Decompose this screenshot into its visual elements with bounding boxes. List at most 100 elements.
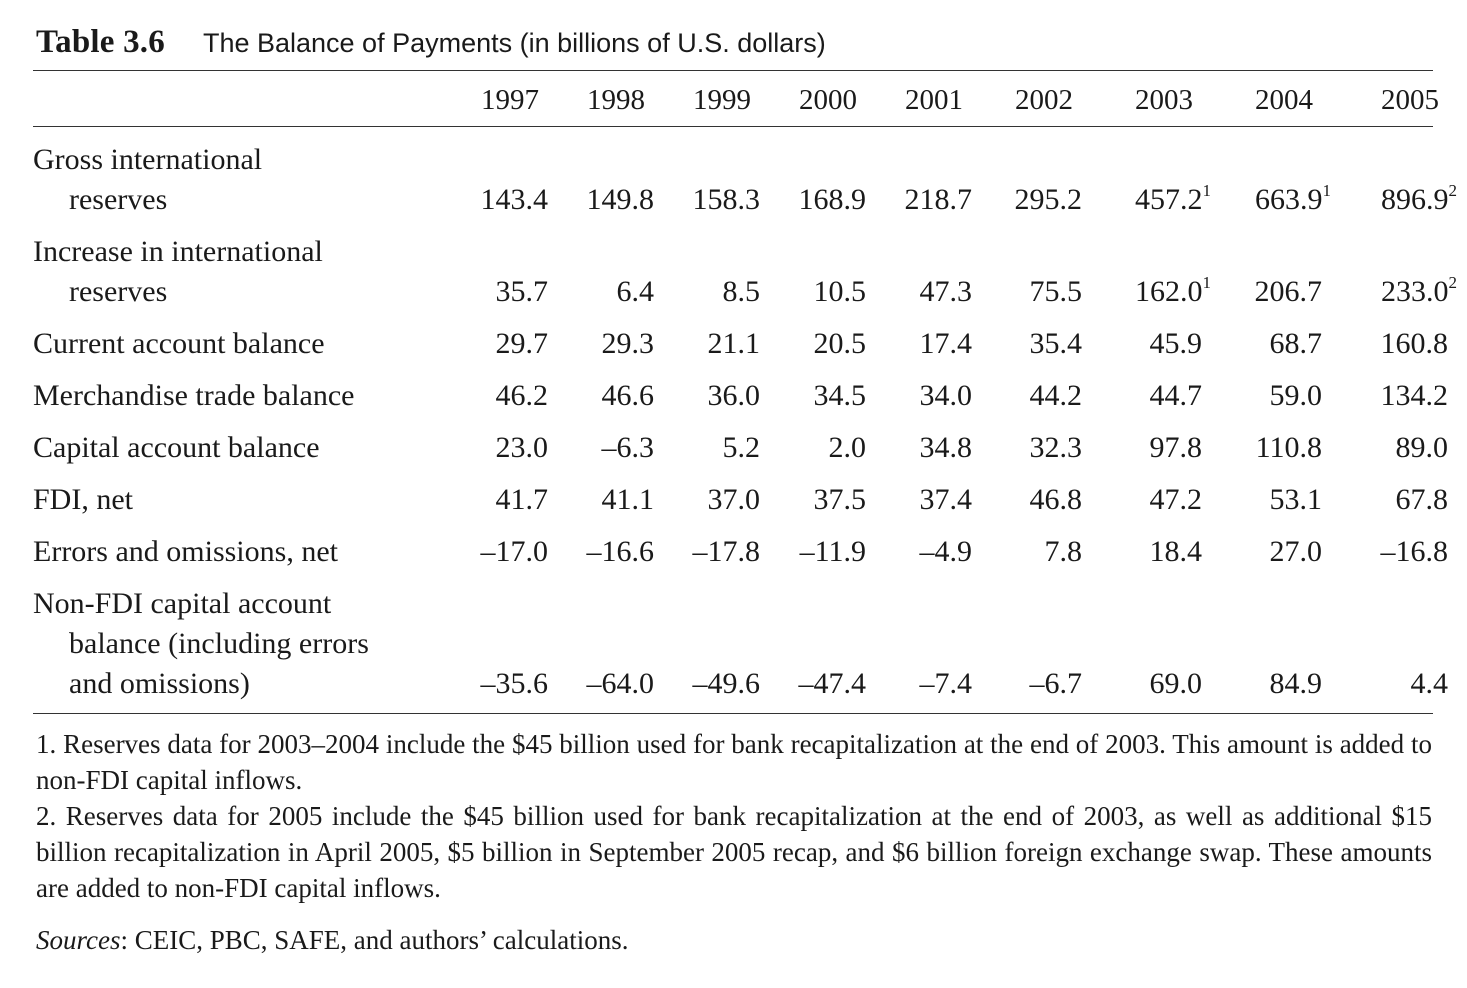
cell-value: 663.9 (1255, 183, 1323, 216)
cell-value: 7.8 (1044, 535, 1083, 568)
cell-value: –49.6 (692, 667, 761, 700)
table-cell: 46.2 (453, 376, 557, 416)
table-cell: 29.3 (557, 324, 663, 364)
table-cell: 37.4 (875, 480, 981, 520)
cell-value: –11.9 (799, 535, 866, 568)
table-cell: –49.6 (663, 584, 769, 704)
cell-value: 84.9 (1269, 667, 1323, 700)
table-cell: 75.5 (981, 232, 1091, 312)
sources-text: : CEIC, PBC, SAFE, and authors’ calculat… (120, 925, 629, 955)
cell-value: 10.5 (813, 275, 867, 308)
table-cell: 41.1 (557, 480, 663, 520)
table-cell: 5.2 (663, 428, 769, 468)
table-cell: 8.5 (663, 232, 769, 312)
footnote-marker: 1 (1202, 181, 1212, 200)
year-header: 1999 (693, 83, 751, 116)
footnote-marker: 2 (1448, 181, 1458, 200)
table-cell: 7.8 (981, 532, 1091, 572)
table-cell: 160.8 (1331, 324, 1457, 364)
cell-value: 53.1 (1269, 483, 1323, 516)
row-label-line: Increase in international (33, 235, 323, 268)
cell-value: 41.1 (601, 483, 655, 516)
cell-value: 21.1 (707, 327, 761, 360)
table-cell: –35.6 (453, 584, 557, 704)
cell-value: 134.2 (1380, 379, 1449, 412)
cell-value: 8.5 (722, 275, 761, 308)
cell-value: 34.0 (919, 379, 973, 412)
row-label-line: Merchandise trade balance (33, 379, 355, 412)
table-cell: 20.5 (769, 324, 875, 364)
table-cell: 143.4 (453, 140, 557, 220)
cell-value: 89.0 (1395, 431, 1449, 464)
cell-value: 5.2 (722, 431, 761, 464)
table-cell: –47.4 (769, 584, 875, 704)
row-label: Merchandise trade balance (33, 376, 453, 416)
table-cell: 17.4 (875, 324, 981, 364)
table-row: Non-FDI capital account balance (includin… (33, 584, 1457, 704)
row-label: Non-FDI capital account balance (includin… (33, 584, 453, 704)
cell-value: 17.4 (919, 327, 973, 360)
table-row: Merchandise trade balance 46.2 46.6 36.0 34.… (33, 376, 1457, 416)
table-cell: 34.8 (875, 428, 981, 468)
cell-value: 44.2 (1029, 379, 1083, 412)
row-spacer (33, 364, 1457, 376)
table-cell: –6.3 (557, 428, 663, 468)
cell-value: 97.8 (1149, 431, 1203, 464)
cell-value: 45.9 (1149, 327, 1203, 360)
table-cell: 233.02 (1331, 232, 1457, 312)
balance-of-payments-table: 1997 1998 1999 2000 2001 2002 2003 2004 2005 Gro… (33, 76, 1457, 704)
table-cell: 896.92 (1331, 140, 1457, 220)
table-row: Increase in international reserves 35.7 6.4… (33, 232, 1457, 312)
header-rule (33, 126, 1433, 127)
table-cell: 67.8 (1331, 480, 1457, 520)
footnotes: 1. Reserves data for 2003–2004 include t… (36, 726, 1432, 906)
cell-value: 295.2 (1014, 183, 1083, 216)
row-label: Gross international reserves (33, 140, 453, 220)
cell-value: 206.7 (1254, 275, 1323, 308)
table-cell: 36.0 (663, 376, 769, 416)
bottom-rule (33, 713, 1433, 714)
cell-value: 68.7 (1269, 327, 1323, 360)
row-spacer (33, 312, 1457, 324)
table-cell: 59.0 (1211, 376, 1331, 416)
table-number: Table 3.6 (36, 24, 165, 60)
header-blank (33, 76, 453, 124)
table-cell: –11.9 (769, 532, 875, 572)
row-label-line: Current account balance (33, 327, 325, 360)
table-row: Capital account balance 23.0 –6.3 5.2 2.0 34.… (33, 428, 1457, 468)
table-cell: –6.7 (981, 584, 1091, 704)
row-label-line: and omissions) (69, 667, 250, 700)
cell-value: 457.2 (1135, 183, 1203, 216)
table-cell: 4.4 (1331, 584, 1457, 704)
table-cell: –7.4 (875, 584, 981, 704)
table-cell: –16.8 (1331, 532, 1457, 572)
cell-value: 59.0 (1269, 379, 1323, 412)
year-header: 1998 (587, 83, 645, 116)
table-cell: 45.9 (1091, 324, 1211, 364)
year-header-row: 1997 1998 1999 2000 2001 2002 2003 2004 2005 (33, 76, 1457, 124)
footnote-marker: 2 (1448, 273, 1458, 292)
table-caption: The Balance of Payments (in billions of … (202, 28, 826, 58)
header-spacer (33, 124, 1457, 140)
cell-value: –35.6 (480, 667, 549, 700)
cell-value: 29.7 (495, 327, 549, 360)
row-label: Current account balance (33, 324, 453, 364)
table-cell: 457.21 (1091, 140, 1211, 220)
table-cell: 53.1 (1211, 480, 1331, 520)
table-cell: 34.0 (875, 376, 981, 416)
cell-value: 37.5 (813, 483, 867, 516)
table-cell: –4.9 (875, 532, 981, 572)
year-header: 2005 (1381, 83, 1439, 116)
cell-value: 27.0 (1269, 535, 1323, 568)
year-header: 2002 (1015, 83, 1073, 116)
table-cell: 18.4 (1091, 532, 1211, 572)
table-row: FDI, net 41.7 41.1 37.0 37.5 37.4 46.8 47.2 53.1… (33, 480, 1457, 520)
table-cell: 663.91 (1211, 140, 1331, 220)
table-cell: 218.7 (875, 140, 981, 220)
row-label: Errors and omissions, net (33, 532, 453, 572)
table-cell: –17.8 (663, 532, 769, 572)
row-label: Increase in international reserves (33, 232, 453, 312)
table-cell: 10.5 (769, 232, 875, 312)
year-header: 2004 (1255, 83, 1313, 116)
cell-value: –17.0 (480, 535, 549, 568)
